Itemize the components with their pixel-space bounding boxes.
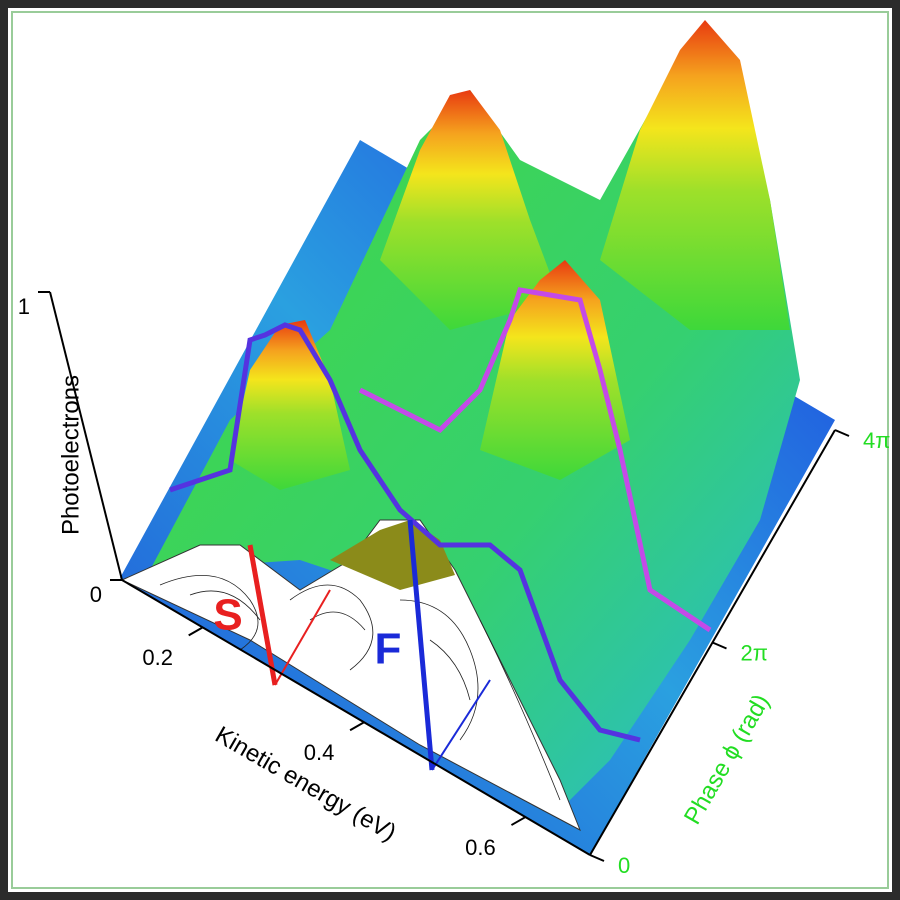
z-axis-label: Photoelectrons [57,375,84,535]
y-tick-label: 0 [618,853,630,878]
x-tick [349,721,365,732]
s-marker [247,544,278,686]
x-tick-label: 0.2 [142,645,173,670]
y-tick [589,854,605,862]
z-tick-label: 1 [18,294,30,319]
y-tick [834,429,850,437]
x-tick [188,626,204,637]
x-tick-label: 0.4 [304,740,335,765]
z-tick-label: 0 [90,582,102,607]
y-axis-label: Phase ϕ (rad) [679,690,775,830]
f-marker [431,679,491,771]
profile-line [358,287,712,633]
peak [600,20,790,330]
s-marker [274,589,331,686]
y-tick-label: 4π [863,428,890,453]
contour-lines [159,575,561,801]
y-tick-label: 2π [741,640,768,665]
peak [380,90,560,330]
annotation: F [375,625,402,674]
surface [120,20,835,855]
x-tick-label: 0.6 [465,835,496,860]
frame-inner [11,11,889,889]
saddle [330,520,455,590]
peak [480,260,630,480]
profile-line [169,322,641,743]
x-axis [121,579,591,856]
annotation: S [213,591,242,640]
f-marker [407,519,435,771]
x-tick [510,816,526,826]
z-axis [49,291,123,581]
y-tick [712,641,727,650]
